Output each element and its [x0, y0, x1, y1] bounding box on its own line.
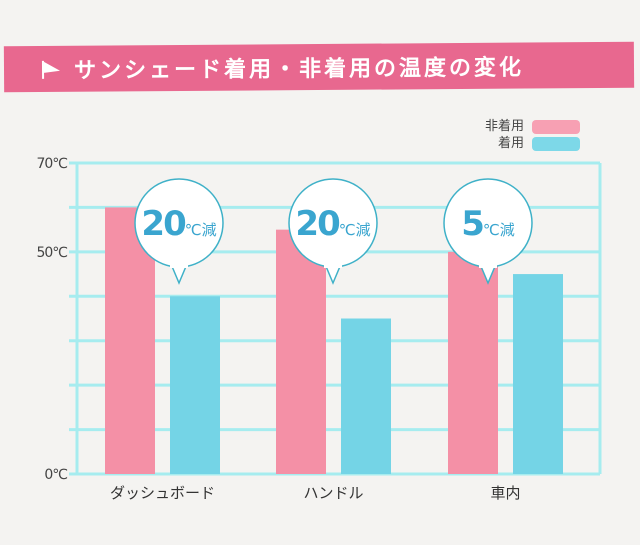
- legend-label: 非着用: [484, 119, 524, 134]
- title-banner: サンシェード着用・非着用の温度の変化: [3, 41, 635, 93]
- bar-with-shade: [341, 318, 391, 474]
- reduction-unit: ℃減: [185, 221, 217, 239]
- bubble-tail-mask: [324, 262, 342, 268]
- legend-item: 非着用: [485, 118, 580, 135]
- legend-item: 着用: [485, 135, 580, 152]
- bar-without-shade: [276, 229, 326, 474]
- reduction-value: 20: [295, 204, 340, 244]
- bubble-tail-mask: [170, 262, 188, 268]
- reduction-label: 5℃減: [461, 204, 515, 244]
- bar-without-shade: [448, 251, 498, 474]
- legend-swatch: [532, 136, 580, 151]
- y-tick-label: 70℃: [36, 156, 67, 172]
- bubble-tail-mask: [479, 262, 497, 268]
- x-tick-label: ハンドル: [303, 484, 363, 502]
- reduction-label: 20℃減: [295, 204, 370, 244]
- y-tick-label: 0℃: [44, 467, 67, 483]
- flag-icon: [41, 60, 61, 79]
- reduction-unit: ℃減: [483, 221, 515, 239]
- legend: 非着用 着用: [485, 118, 580, 152]
- x-tick-label: 車内: [490, 484, 520, 502]
- reduction-label: 20℃減: [141, 204, 216, 244]
- legend-label: 着用: [497, 136, 524, 151]
- reduction-value: 5: [461, 204, 483, 244]
- x-tick-label: ダッシュボード: [110, 484, 215, 502]
- bar-with-shade: [170, 296, 220, 474]
- reduction-unit: ℃減: [339, 221, 371, 239]
- legend-swatch: [532, 119, 580, 134]
- reduction-value: 20: [141, 204, 186, 244]
- y-tick-label: 50℃: [36, 245, 67, 261]
- bar-with-shade: [513, 274, 563, 474]
